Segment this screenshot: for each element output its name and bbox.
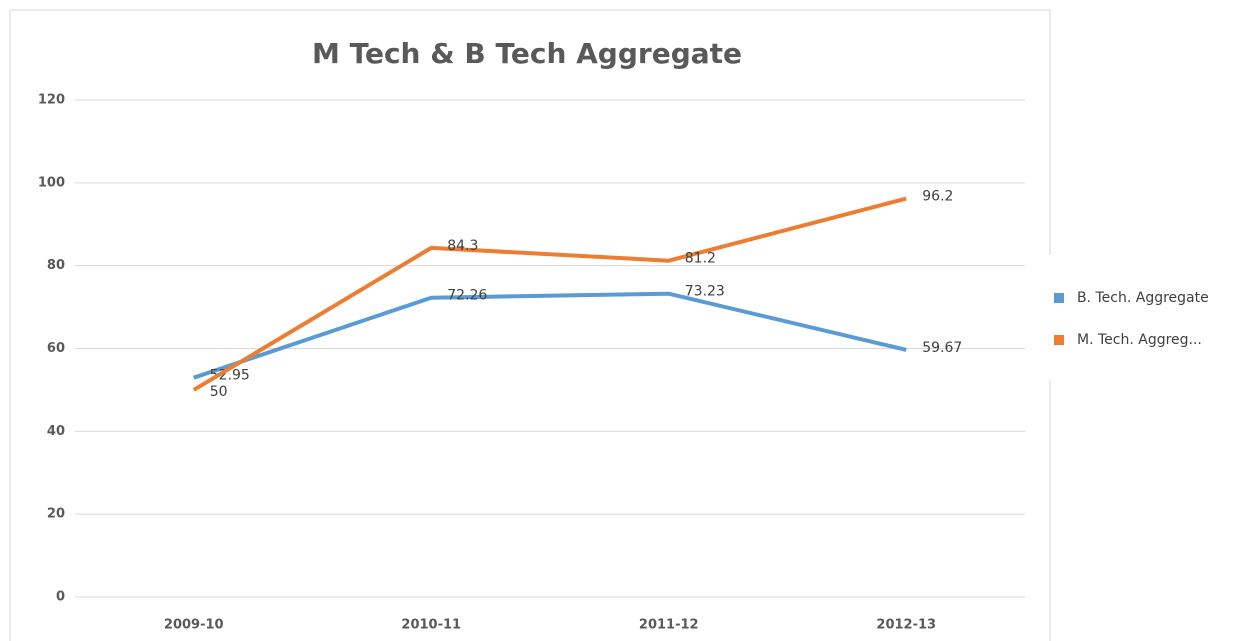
data-label: 96.2 — [922, 189, 953, 205]
y-tick-label: 100 — [38, 175, 65, 190]
x-tick-label: 2012-13 — [876, 618, 936, 633]
x-tick-label: 2009-10 — [164, 618, 224, 633]
legend-label: M. Tech. Aggreg... — [1077, 332, 1202, 348]
chart-title: M Tech & B Tech Aggregate — [312, 37, 742, 70]
y-tick-label: 0 — [56, 590, 65, 605]
data-label: 50 — [210, 384, 228, 400]
legend-box — [1045, 255, 1240, 380]
legend-swatch — [1054, 335, 1064, 345]
y-tick-label: 80 — [47, 258, 65, 273]
data-label: 52.95 — [210, 368, 250, 384]
legend-swatch — [1054, 293, 1064, 303]
legend-label: B. Tech. Aggregate — [1077, 290, 1209, 306]
data-label: 72.26 — [447, 288, 487, 304]
x-tick-label: 2010-11 — [401, 618, 461, 633]
y-tick-label: 120 — [38, 93, 65, 108]
data-label: 59.67 — [922, 340, 962, 356]
y-tick-label: 20 — [47, 507, 65, 522]
line-series — [192, 196, 907, 392]
y-tick-label: 60 — [47, 341, 65, 356]
y-tick-label: 40 — [47, 424, 65, 439]
data-label: 73.23 — [685, 284, 725, 300]
line-series — [193, 291, 907, 380]
x-tick-label: 2011-12 — [639, 618, 699, 633]
chart-border — [9, 9, 1051, 641]
data-label: 84.3 — [447, 238, 478, 254]
data-label: 81.2 — [685, 251, 716, 267]
